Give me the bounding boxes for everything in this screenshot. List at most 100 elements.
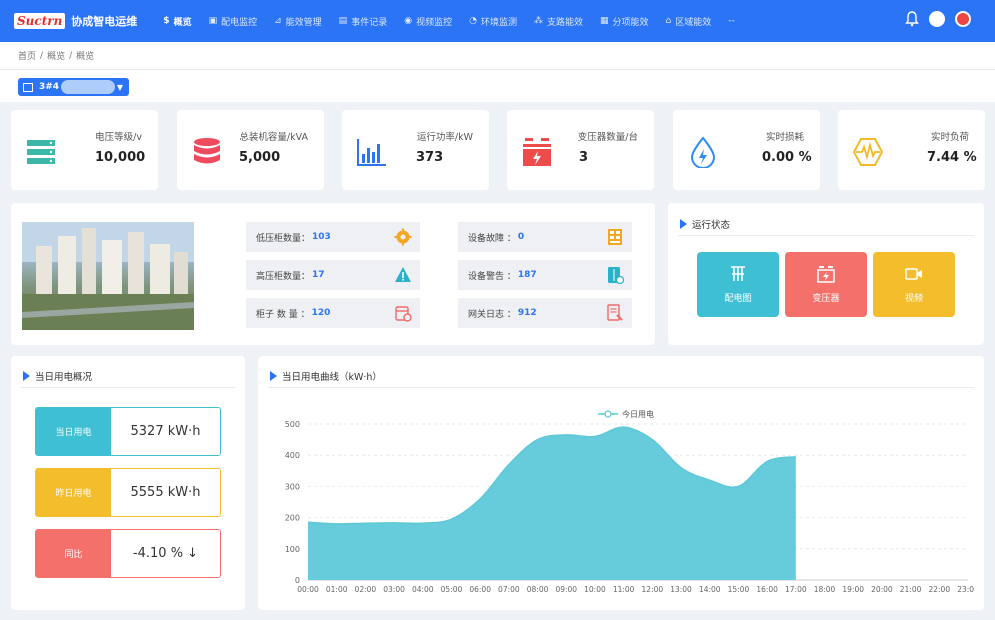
nav-item-distribution-monitor[interactable]: ▣ 配电监控 xyxy=(209,15,258,28)
kpi-card-voltage: 电压等级/v 10,000 xyxy=(11,110,158,190)
stat-label: 设备警告 ： xyxy=(468,271,516,282)
x-tick-label: 05:00 xyxy=(441,585,463,594)
yesterday-usage-row: 昨日用电 5555 kW·h xyxy=(35,468,221,517)
stat-value: 912 xyxy=(517,308,537,318)
database-icon xyxy=(194,138,220,164)
app-title: 协成智电运维 xyxy=(71,15,138,28)
stat-value: 187 xyxy=(517,270,537,280)
nav-item-energy-management[interactable]: ⊿ 能效管理 xyxy=(274,15,322,28)
warning-icon xyxy=(395,267,411,282)
nav-item-video-monitor[interactable]: ◉ 视频监控 xyxy=(404,15,452,28)
distribution-diagram-button[interactable]: 配电图 xyxy=(697,252,779,317)
gauge-icon: ◔ xyxy=(469,16,477,26)
usage-area-chart: 0 100 200 300 400 500 00:00 01:00 02:00 03:00 04:0… xyxy=(285,409,974,594)
home-icon: ⌂ xyxy=(665,16,672,26)
nav-item-area-efficiency[interactable]: ⌂ 区域能效 xyxy=(666,15,712,28)
header-actions xyxy=(905,11,971,27)
x-tick-label: 13:00 xyxy=(670,585,692,594)
theme-toggle-icon[interactable] xyxy=(929,11,945,27)
gear-icon xyxy=(394,228,412,246)
stat-device-faults: 设备故障 ： 0 xyxy=(458,222,632,252)
breadcrumb-overview[interactable]: 概览 xyxy=(47,52,66,62)
nav-item-branch-efficiency[interactable]: ⁂ 支路能效 xyxy=(534,15,583,28)
site-photo-illustration xyxy=(22,222,194,330)
nav-item-more[interactable]: -- xyxy=(728,16,735,26)
transformer-button[interactable]: 变压器 xyxy=(785,252,867,317)
server-icon xyxy=(27,140,55,164)
video-icon xyxy=(905,268,922,280)
today-usage-value: 5327 kW·h xyxy=(111,408,220,455)
monitor-icon: ▣ xyxy=(208,16,218,26)
log-icon xyxy=(607,304,623,321)
stat-high-voltage-cabinets: 高压柜数量： 17 xyxy=(246,260,420,290)
nav-item-event-log[interactable]: ▤ 事件记录 xyxy=(339,15,388,28)
x-tick-label: 04:00 xyxy=(412,585,434,594)
dollar-icon: $ xyxy=(163,16,170,26)
nav-item-label: 视频监控 xyxy=(416,17,453,28)
breadcrumb-sep: / xyxy=(69,50,73,61)
nav-item-label: 配电监控 xyxy=(221,17,258,28)
run-status-title: 运行状态 xyxy=(680,217,730,231)
section-divider xyxy=(268,387,974,388)
breadcrumb-current: 概览 xyxy=(76,52,95,62)
nav-item-overview[interactable]: $ 概览 xyxy=(163,15,191,28)
user-avatar[interactable] xyxy=(955,11,971,27)
doc-icon: ▤ xyxy=(338,16,348,26)
stat-cabinet-count: 柜子 数 量 ： 120 xyxy=(246,298,420,328)
x-tick-label: 19:00 xyxy=(842,585,864,594)
x-tick-label: 10:00 xyxy=(584,585,606,594)
nav-item-item-efficiency[interactable]: ▦ 分项能效 xyxy=(600,15,649,28)
site-select[interactable]: 3#4 ▼ xyxy=(18,78,129,96)
transformer-icon xyxy=(523,138,551,166)
site-bar: 3#4 ▼ xyxy=(0,70,995,102)
logo[interactable]: Suctrn 协成智电运维 xyxy=(14,13,137,29)
usage-curve-title: 当日用电曲线（kW·h） xyxy=(270,369,382,383)
nav-item-label: 概览 xyxy=(173,17,192,28)
x-tick-label: 07:00 xyxy=(498,585,520,594)
x-tick-label: 23:00 xyxy=(957,585,974,594)
y-tick-label: 200 xyxy=(285,514,300,523)
kpi-value: 5,000 xyxy=(239,150,281,165)
energy-drop-icon xyxy=(690,136,716,168)
kpi-card-loss: 实时损耗 0.00 % xyxy=(673,110,820,190)
breadcrumb-home[interactable]: 首页 xyxy=(18,52,37,62)
nav-item-label: 事件记录 xyxy=(351,17,388,28)
nav-item-label: 能效管理 xyxy=(285,17,322,28)
nav-item-label: 环境监测 xyxy=(480,17,517,28)
x-tick-label: 16:00 xyxy=(756,585,778,594)
stat-device-warnings: 设备警告 ： 187 xyxy=(458,260,632,290)
yesterday-usage-label: 昨日用电 xyxy=(36,469,111,516)
x-tick-label: 15:00 xyxy=(728,585,750,594)
nav-item-label: 分项能效 xyxy=(612,17,649,28)
site-select-value: 3#4 xyxy=(39,82,60,92)
x-tick-label: 18:00 xyxy=(814,585,836,594)
stat-gateway-logs: 网关日志 ： 912 xyxy=(458,298,632,328)
redacted-mask xyxy=(61,80,116,94)
y-tick-label: 0 xyxy=(295,576,300,585)
transformer-icon xyxy=(817,266,835,283)
nav-item-environment[interactable]: ◔ 环境监测 xyxy=(469,15,517,28)
kpi-label: 总装机容量/kVA xyxy=(239,132,308,143)
bell-icon[interactable] xyxy=(905,11,919,27)
video-button[interactable]: 视频 xyxy=(873,252,955,317)
kpi-value: 10,000 xyxy=(95,150,146,165)
building-icon xyxy=(23,82,33,92)
section-divider xyxy=(678,235,974,236)
daily-overview-title: 当日用电概况 xyxy=(23,369,92,383)
kpi-label: 电压等级/v xyxy=(95,132,142,143)
panel-icon xyxy=(608,229,622,245)
kpi-card-transformers: 变压器数量/台 3 xyxy=(507,110,654,190)
x-tick-label: 01:00 xyxy=(326,585,348,594)
stat-label: 低压柜数量： xyxy=(256,233,311,244)
kpi-value: 3 xyxy=(579,150,589,165)
x-tick-label: 09:00 xyxy=(555,585,577,594)
nav-item-label: 区域能效 xyxy=(675,17,712,28)
pin-icon: ◉ xyxy=(404,16,413,26)
y-tick-label: 100 xyxy=(285,545,300,554)
breadcrumb-sep: / xyxy=(40,50,44,61)
x-tick-label: 03:00 xyxy=(383,585,405,594)
kpi-label: 实时负荷 xyxy=(930,132,969,143)
x-tick-label: 11:00 xyxy=(613,585,635,594)
op-button-label: 配电图 xyxy=(724,294,752,304)
kpi-value: 0.00 % xyxy=(762,150,812,165)
